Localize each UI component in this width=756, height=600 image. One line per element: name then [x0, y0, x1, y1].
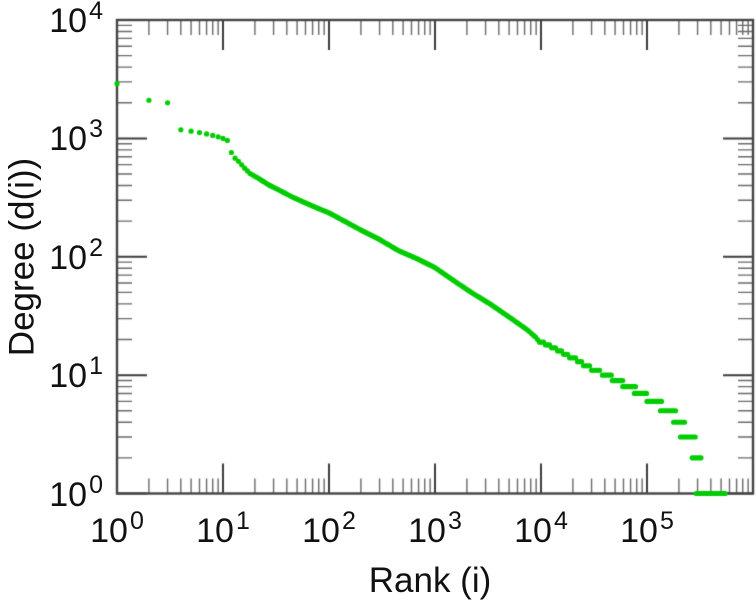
- x-axis-title: Rank (i): [368, 561, 492, 600]
- x-tick-label-10e5: 105: [620, 507, 674, 550]
- x-tick-label-10e1: 101: [196, 507, 250, 550]
- y-tick-label-10e2: 102: [49, 233, 103, 277]
- y-axis-title: Degree (d(i)): [2, 157, 42, 357]
- y-tick-label-10e0: 100: [49, 470, 103, 514]
- x-tick-label-10e2: 102: [302, 507, 356, 550]
- x-tick-label-10e3: 103: [408, 507, 462, 550]
- y-tick-label-10e3: 103: [49, 115, 103, 159]
- x-tick-label-10e0: 100: [90, 507, 144, 550]
- y-tick-label-10e4: 104: [49, 0, 103, 40]
- y-tick-label-10e1: 101: [49, 352, 103, 396]
- x-tick-label-10e4: 104: [514, 507, 568, 550]
